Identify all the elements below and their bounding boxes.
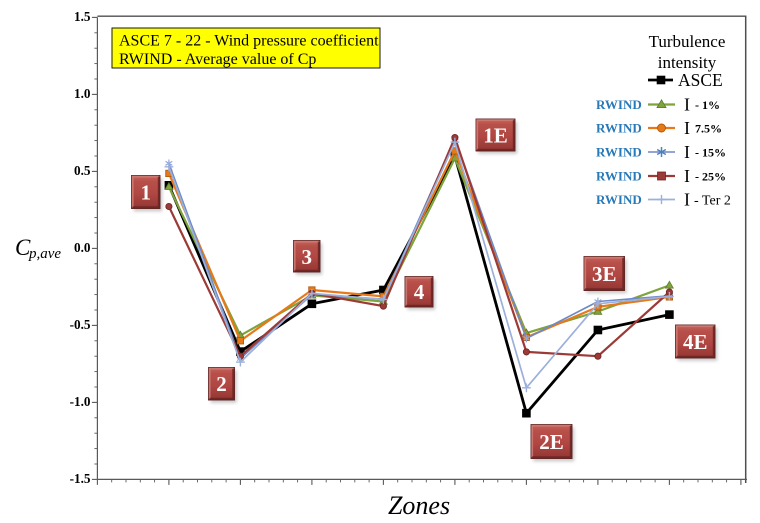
svg-text:-1.0: -1.0 — [70, 394, 91, 409]
svg-text:I: I — [684, 118, 690, 138]
svg-text:0.5: 0.5 — [74, 163, 91, 178]
svg-text:RWIND: RWIND — [596, 97, 642, 112]
svg-text:- Ter 2: - Ter 2 — [694, 194, 731, 209]
svg-text:Zones: Zones — [388, 491, 450, 520]
svg-text:I: I — [684, 142, 690, 162]
svg-text:intensity: intensity — [658, 53, 717, 72]
svg-text:RWIND: RWIND — [596, 192, 642, 207]
svg-text:4: 4 — [414, 280, 425, 304]
svg-text:3: 3 — [302, 245, 313, 269]
svg-text:ASCE: ASCE — [678, 70, 723, 90]
svg-text:- 25%: - 25% — [695, 170, 726, 184]
svg-text:I: I — [684, 190, 690, 210]
svg-text:RWIND: RWIND — [596, 121, 642, 136]
svg-text:C: C — [15, 235, 31, 260]
svg-text:1.0: 1.0 — [74, 86, 91, 101]
svg-text:I: I — [684, 95, 690, 115]
svg-text:ASCE 7 - 22 - Wind pressure co: ASCE 7 - 22 - Wind pressure coefficient — [119, 33, 379, 50]
svg-text:p,ave: p,ave — [28, 246, 61, 262]
svg-text:RWIND: RWIND — [596, 145, 642, 160]
svg-text:I: I — [684, 166, 690, 186]
svg-text:RWIND: RWIND — [596, 169, 642, 184]
svg-text:- 1%: - 1% — [695, 98, 720, 112]
svg-text:- 15%: - 15% — [695, 146, 726, 160]
svg-text:1: 1 — [141, 181, 152, 205]
svg-text:3E: 3E — [592, 262, 617, 286]
svg-text:Turbulence: Turbulence — [649, 32, 726, 51]
svg-text:7.5%: 7.5% — [695, 122, 722, 136]
svg-text:2: 2 — [216, 372, 227, 396]
svg-text:RWIND - Average value of Cp: RWIND - Average value of Cp — [119, 51, 316, 68]
svg-text:4E: 4E — [683, 330, 708, 354]
svg-text:0.0: 0.0 — [74, 240, 91, 255]
svg-text:-0.5: -0.5 — [70, 317, 91, 332]
svg-text:1.5: 1.5 — [74, 9, 91, 24]
svg-text:-1.5: -1.5 — [70, 471, 91, 486]
svg-text:2E: 2E — [539, 430, 564, 454]
svg-text:1E: 1E — [483, 124, 508, 148]
